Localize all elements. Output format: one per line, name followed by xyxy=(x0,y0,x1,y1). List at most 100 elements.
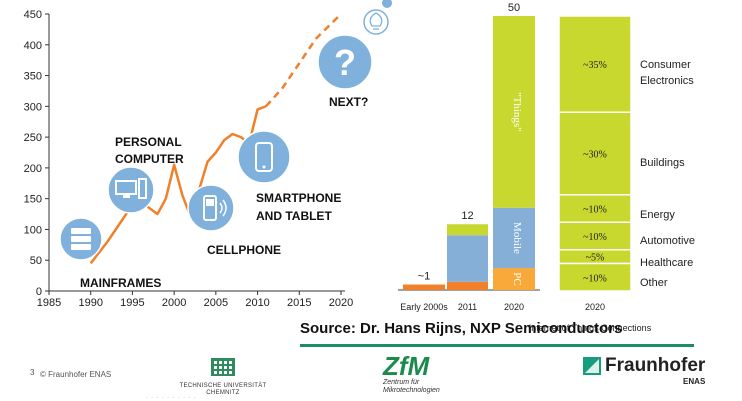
page-number: 3 xyxy=(30,368,35,377)
copyright-text: © Fraunhofer ENAS xyxy=(40,370,112,379)
iot-segment-label: ~10% xyxy=(583,273,607,284)
y-tick-label: 400 xyxy=(24,40,42,52)
tu-building-icon xyxy=(211,358,235,376)
iot-category-label: Buildings xyxy=(640,157,685,169)
footer-divider xyxy=(300,344,694,347)
tu-chemnitz-logo: TECHNISCHE UNIVERSITÄT CHEMNITZ xyxy=(178,356,268,397)
iot-category-label: Automotive xyxy=(640,235,695,247)
iot-segment-label: ~35% xyxy=(583,60,607,71)
icon-circle xyxy=(107,166,155,214)
bar-category-label: 2011 xyxy=(458,302,477,312)
y-tick-label: 150 xyxy=(24,194,42,206)
server-unit xyxy=(71,236,91,242)
bar-total-label: 50 xyxy=(508,2,520,14)
bar-category-label: 2020 xyxy=(504,302,524,312)
y-tick-label: 100 xyxy=(24,224,42,236)
signal-wave xyxy=(222,199,227,217)
bar-segment xyxy=(493,16,535,208)
iot-segment-label: ~5% xyxy=(586,253,605,264)
iot-segment-label: ~30% xyxy=(583,150,607,161)
iot-segment xyxy=(558,111,632,196)
bar-segment xyxy=(447,281,488,290)
y-tick-label: 450 xyxy=(24,9,42,21)
bar-segment-label: Mobile xyxy=(511,222,523,254)
monitor-stand xyxy=(123,195,130,198)
annotation-personal-computer-line1: PERSONAL xyxy=(115,135,182,149)
zfm-logo-wordmark: ZfM xyxy=(383,351,430,381)
growth-line-chart: 0 50 100 150 200 250 300 350 400 450 1985 1990 1995 2… xyxy=(24,0,392,309)
question-icon: ? xyxy=(317,34,373,90)
bar-segment-label: PC xyxy=(511,272,523,285)
x-tick-label: 1985 xyxy=(37,297,61,309)
zfm-logo-sub1: Zentrum für xyxy=(383,379,420,386)
growth-line-dashed xyxy=(264,13,342,108)
tu-logo-line2: CHEMNITZ xyxy=(206,390,240,396)
y-tick-label: 200 xyxy=(24,163,42,175)
bar-total-label: 12 xyxy=(461,210,473,222)
bar-segment xyxy=(493,268,535,290)
bulb-glass xyxy=(369,12,383,27)
decorative-dots: . . . . . . . . . . xyxy=(146,394,197,400)
iot-segment xyxy=(558,262,632,292)
iot-category-label: Consumer xyxy=(640,59,691,71)
question-mark: ? xyxy=(334,42,356,83)
annotation-next: NEXT? xyxy=(329,95,368,109)
iot-category-label: Electronics xyxy=(640,75,694,87)
x-tick-label: 2000 xyxy=(162,297,186,309)
iot-segment-label: ~10% xyxy=(583,205,607,216)
bar-segment xyxy=(447,224,488,236)
bar-category-label: Early 2000s xyxy=(400,302,448,312)
server-unit xyxy=(71,244,91,250)
server-icon xyxy=(59,217,103,261)
x-tick-label: 1990 xyxy=(78,297,102,309)
y-tick-label: 350 xyxy=(24,71,42,83)
x-tick-label: 2005 xyxy=(204,297,228,309)
bar-total-label: ~1 xyxy=(418,271,431,283)
iot-x-axis-label: Internet of Things Connections xyxy=(529,323,652,333)
x-tick-label: 2010 xyxy=(245,297,269,309)
iot-segment-label: ~10% xyxy=(583,232,607,243)
iot-segment xyxy=(558,194,632,223)
fraunhofer-wordmark: Fraunhofer xyxy=(605,355,706,376)
source-caption: Source: Dr. Hans Rijns, NXP Semiconducto… xyxy=(300,320,623,337)
icon-circle xyxy=(317,34,373,90)
computer-icon xyxy=(107,166,155,214)
tu-logo-line1: TECHNISCHE UNIVERSITÄT xyxy=(179,383,267,389)
annotation-personal-computer-line2: COMPUTER xyxy=(115,152,184,166)
iot-category-label: Other xyxy=(640,277,668,289)
zfm-logo: ZfM Zentrum für Mikrotechnologien xyxy=(383,353,440,395)
y-tick-label: 250 xyxy=(24,132,42,144)
home-button xyxy=(262,165,266,169)
x-tick-label: 2020 xyxy=(329,297,353,309)
fraunhofer-logo: Fraunhofer ENAS xyxy=(583,356,705,386)
fraunhofer-sub: ENAS xyxy=(683,377,706,386)
bar-segment xyxy=(493,207,535,269)
fraunhofer-mark-icon xyxy=(583,357,601,375)
smartphone-icon xyxy=(237,130,291,184)
annotation-cellphone: CELLPHONE xyxy=(207,243,281,257)
icon-circle xyxy=(187,184,235,232)
phone-screen xyxy=(206,199,214,206)
iot-category-x-label: 2020 xyxy=(585,302,605,312)
connections-bar-chart: ~1 Early 2000s 12 2011 PC Mobile "Things" 50 202… xyxy=(398,2,540,312)
server-unit xyxy=(71,228,91,234)
iot-share-chart: ~35% Consumer Electronics ~30% Buildings ~10%… xyxy=(529,15,695,333)
icon-circle xyxy=(237,130,291,184)
bar-segment xyxy=(403,284,445,290)
bar-segment xyxy=(447,235,488,282)
x-tick-label: 1995 xyxy=(120,297,144,309)
bulb-circle xyxy=(363,9,389,35)
iot-segment xyxy=(558,221,632,251)
y-tick-label: 300 xyxy=(24,101,42,113)
tower xyxy=(138,178,147,199)
iot-category-label: Healthcare xyxy=(640,257,693,269)
signal-wave xyxy=(219,202,223,214)
lightbulb-icon xyxy=(363,0,392,35)
y-tick-label: 0 xyxy=(36,286,42,298)
iot-segment xyxy=(558,15,632,113)
annotation-mainframes: MAINFRAMES xyxy=(80,276,161,290)
cellphone-icon xyxy=(187,184,235,232)
phone-body xyxy=(203,195,217,221)
annotation-smartphone-tablet-line2: AND TABLET xyxy=(256,209,332,223)
